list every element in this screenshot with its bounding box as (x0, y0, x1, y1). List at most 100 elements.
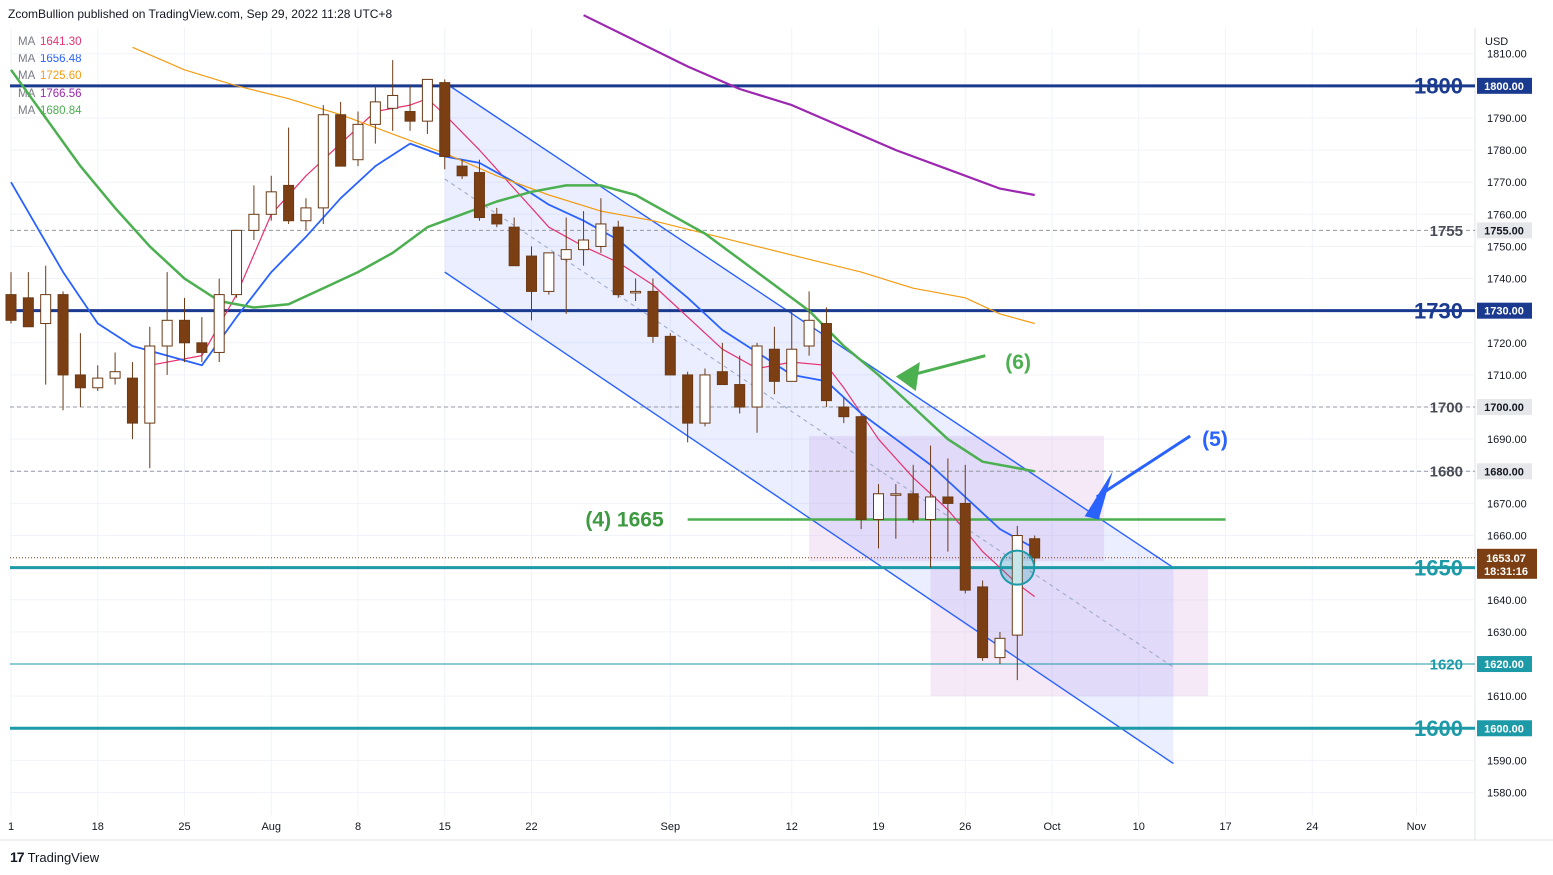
candle-body (699, 374, 711, 424)
candle-body (907, 493, 919, 520)
candle-body (126, 377, 138, 424)
candle-body (144, 345, 156, 424)
footer-brand: 17 TradingView (10, 849, 99, 865)
candle-body (109, 371, 121, 379)
candle-body (421, 78, 433, 122)
candle-body (820, 323, 832, 402)
y-tick-label: 1690.00 (1487, 434, 1527, 446)
moving-average-line-4 (583, 14, 1035, 197)
candle-body (40, 294, 52, 325)
channel-mid-line (444, 178, 1174, 668)
candle-body (664, 335, 676, 376)
candle-body (734, 384, 746, 408)
y-tick-label: 1720.00 (1487, 338, 1527, 350)
candle-body (786, 348, 798, 382)
legend-row-ma1: MA 1641.30 (18, 36, 82, 48)
candle-body (439, 82, 451, 157)
y-tick-label: 1750.00 (1487, 241, 1527, 253)
candle-body (491, 213, 503, 225)
candle-body (768, 348, 780, 382)
arrow-6-head (895, 362, 920, 391)
candle-body (716, 371, 728, 386)
level-label-1755: 1755 (1430, 223, 1463, 240)
candle-body (647, 290, 659, 337)
candle-body (22, 297, 34, 328)
axis-badge-text-1620: 1620.00 (1484, 659, 1524, 671)
candle-body (352, 123, 364, 161)
level-label-1800: 1800 (1414, 74, 1463, 99)
x-tick-label: 8 (355, 821, 361, 833)
candle-body (387, 94, 399, 109)
axis-badge-text-1680: 1680.00 (1484, 466, 1524, 478)
candle-body (92, 377, 104, 389)
y-tick-label: 1780.00 (1487, 145, 1527, 157)
candle-body (179, 319, 190, 344)
target-box (930, 567, 1209, 697)
moving-average-line-2 (10, 142, 1036, 550)
candle-body (248, 213, 260, 231)
x-tick-label: 25 (178, 821, 190, 833)
candle-body (595, 223, 607, 247)
axis-badge-1680 (1477, 463, 1532, 480)
candle-body (231, 229, 243, 296)
candle-body (300, 207, 312, 222)
x-tick-label: 22 (525, 821, 537, 833)
candle-body (404, 111, 416, 122)
axis-badge-1700 (1477, 399, 1532, 416)
legend-row-ma5: MA 1680.84 (18, 104, 82, 117)
y-tick-label: 1640.00 (1487, 595, 1527, 607)
candle-body (74, 374, 86, 389)
candle-body (942, 496, 954, 504)
candle-body (1029, 538, 1041, 559)
axis-badge-text-1800: 1800.00 (1484, 81, 1524, 93)
candle-body (335, 114, 347, 167)
candle-body (213, 294, 225, 353)
x-tick-label: 24 (1306, 821, 1318, 833)
candle-body (578, 239, 590, 251)
annotation-5: (5) (1202, 428, 1228, 451)
support-line-label: (4) 1665 (585, 508, 664, 531)
candle-body (890, 493, 902, 496)
axis-badge-1600 (1477, 720, 1532, 737)
candle-body (5, 294, 17, 321)
y-tick-label: 1770.00 (1487, 177, 1527, 189)
axis-badge-text-1730: 1730.00 (1484, 306, 1524, 318)
candle-body (873, 493, 884, 520)
x-tick-label: 12 (786, 821, 798, 833)
current-price-badge (1477, 548, 1537, 579)
axis-badge-text-1600: 1600.00 (1484, 723, 1524, 735)
axis-badge-1800 (1477, 77, 1532, 94)
candle-body (369, 101, 381, 125)
level-label-1680: 1680 (1430, 464, 1463, 481)
candle-body (57, 294, 69, 376)
candle-body (265, 191, 277, 215)
channel-fill (444, 82, 1174, 764)
level-label-1600: 1600 (1414, 716, 1463, 741)
highlight-circle (999, 549, 1036, 586)
arrow-5-head (1084, 471, 1113, 520)
axis-badge-1620 (1477, 656, 1532, 673)
level-label-1700: 1700 (1430, 399, 1463, 416)
level-label-1730: 1730 (1414, 299, 1463, 324)
ma-legend: MA 1641.30 MA 1656.48 MA 1725.60 MA 1766.56 … (18, 34, 82, 120)
x-tick-label: Oct (1043, 821, 1060, 833)
candle-body (612, 226, 624, 296)
annotation-6: (6) (1005, 351, 1031, 374)
level-label-1650: 1650 (1414, 556, 1463, 581)
current-price-text: 1653.07 (1486, 553, 1526, 565)
candle-body (456, 165, 468, 177)
x-tick-label: 10 (1133, 821, 1145, 833)
legend-row-ma2: MA 1656.48 (18, 53, 82, 66)
arrow-6-shaft (911, 354, 986, 377)
x-tick-label: 1 (8, 821, 14, 833)
legend-row-ma3: MA 1725.60 (18, 70, 82, 83)
currency-label: USD (1485, 36, 1508, 48)
candle-body (803, 319, 815, 347)
candle-body (838, 406, 850, 418)
y-tick-label: 1580.00 (1487, 788, 1527, 800)
candle-body (682, 374, 694, 424)
candle-body (283, 184, 295, 222)
candle-body (977, 586, 989, 659)
candle-body (994, 637, 1006, 659)
